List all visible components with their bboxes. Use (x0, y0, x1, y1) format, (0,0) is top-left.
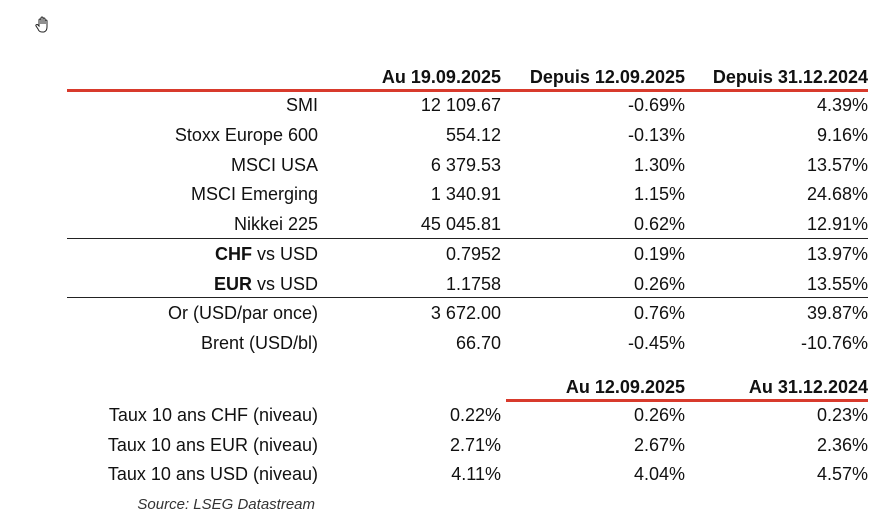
rates-red-rule (506, 399, 868, 402)
row-change-ytd: 4.39% (816, 95, 868, 115)
row-change-ytd: 9.16% (816, 125, 868, 145)
row-value: 4.11% (451, 464, 501, 484)
row-change-week: -0.69% (627, 95, 685, 115)
section-divider (67, 297, 868, 298)
row-value: 0.7952 (445, 244, 501, 264)
header-red-rule (67, 89, 868, 92)
row-change-ytd: 13.55% (806, 274, 868, 294)
source-note: Source: LSEG Datastream (137, 496, 315, 513)
row-change-ytd: 13.57% (806, 155, 868, 175)
row-value: 1 340.91 (430, 184, 501, 204)
row-change-ytd: 12.91% (806, 214, 868, 234)
row-change-week: 1.15% (633, 184, 685, 204)
row-label: Or (USD/par once) (167, 303, 318, 323)
currency-code: EUR (213, 274, 252, 294)
row-label: EUR vs USD (214, 273, 318, 295)
row-level-week: 2.67% (633, 435, 685, 455)
row-value: 1.1758 (445, 274, 501, 294)
row-level-ytd: 0.23% (816, 405, 868, 425)
row-value: 3 672.00 (430, 303, 501, 323)
row-label: SMI (285, 95, 318, 115)
row-level-ytd: 4.57% (816, 464, 868, 484)
row-value: 45 045.81 (420, 214, 501, 234)
rates-header-col2: Au 12.09.2025 (565, 377, 685, 397)
row-value: 554.12 (445, 125, 501, 145)
row-label: Taux 10 ans USD (niveau) (107, 464, 318, 484)
row-level-week: 0.26% (633, 405, 685, 425)
row-label: CHF vs USD (215, 243, 318, 265)
row-label: Taux 10 ans CHF (niveau) (108, 405, 318, 425)
row-change-week: -0.13% (627, 125, 685, 145)
header-col3: Depuis 31.12.2024 (712, 67, 868, 87)
row-value: 2.71% (449, 435, 501, 455)
currency-code: CHF (214, 244, 252, 264)
row-change-ytd: 13.97% (806, 244, 868, 264)
row-value: 12 109.67 (420, 95, 501, 115)
hand-cursor-icon (35, 16, 48, 33)
row-change-week: 0.26% (633, 274, 685, 294)
row-change-ytd: 39.87% (806, 303, 868, 323)
row-value: 0.22% (449, 405, 501, 425)
currency-pair-rest: vs USD (251, 244, 318, 264)
row-label: Taux 10 ans EUR (niveau) (107, 435, 318, 455)
row-label: MSCI Emerging (190, 184, 318, 204)
row-label: Brent (USD/bl) (200, 333, 318, 353)
row-level-ytd: 2.36% (816, 435, 868, 455)
row-value: 6 379.53 (430, 155, 501, 175)
row-label: MSCI USA (230, 155, 318, 175)
row-label: Stoxx Europe 600 (174, 125, 318, 145)
section-divider (67, 238, 868, 239)
currency-pair-rest: vs USD (251, 274, 318, 294)
row-change-week: 0.19% (633, 244, 685, 264)
row-change-week: 1.30% (633, 155, 685, 175)
row-change-ytd: -10.76% (800, 333, 868, 353)
row-label: Nikkei 225 (233, 214, 318, 234)
rates-header-col3: Au 31.12.2024 (748, 377, 868, 397)
row-change-week: 0.76% (633, 303, 685, 323)
row-change-ytd: 24.68% (806, 184, 868, 204)
row-value: 66.70 (455, 333, 501, 353)
row-change-week: -0.45% (627, 333, 685, 353)
row-change-week: 0.62% (633, 214, 685, 234)
row-level-week: 4.04% (633, 464, 685, 484)
header-col2: Depuis 12.09.2025 (529, 67, 685, 87)
header-col1: Au 19.09.2025 (381, 67, 501, 87)
